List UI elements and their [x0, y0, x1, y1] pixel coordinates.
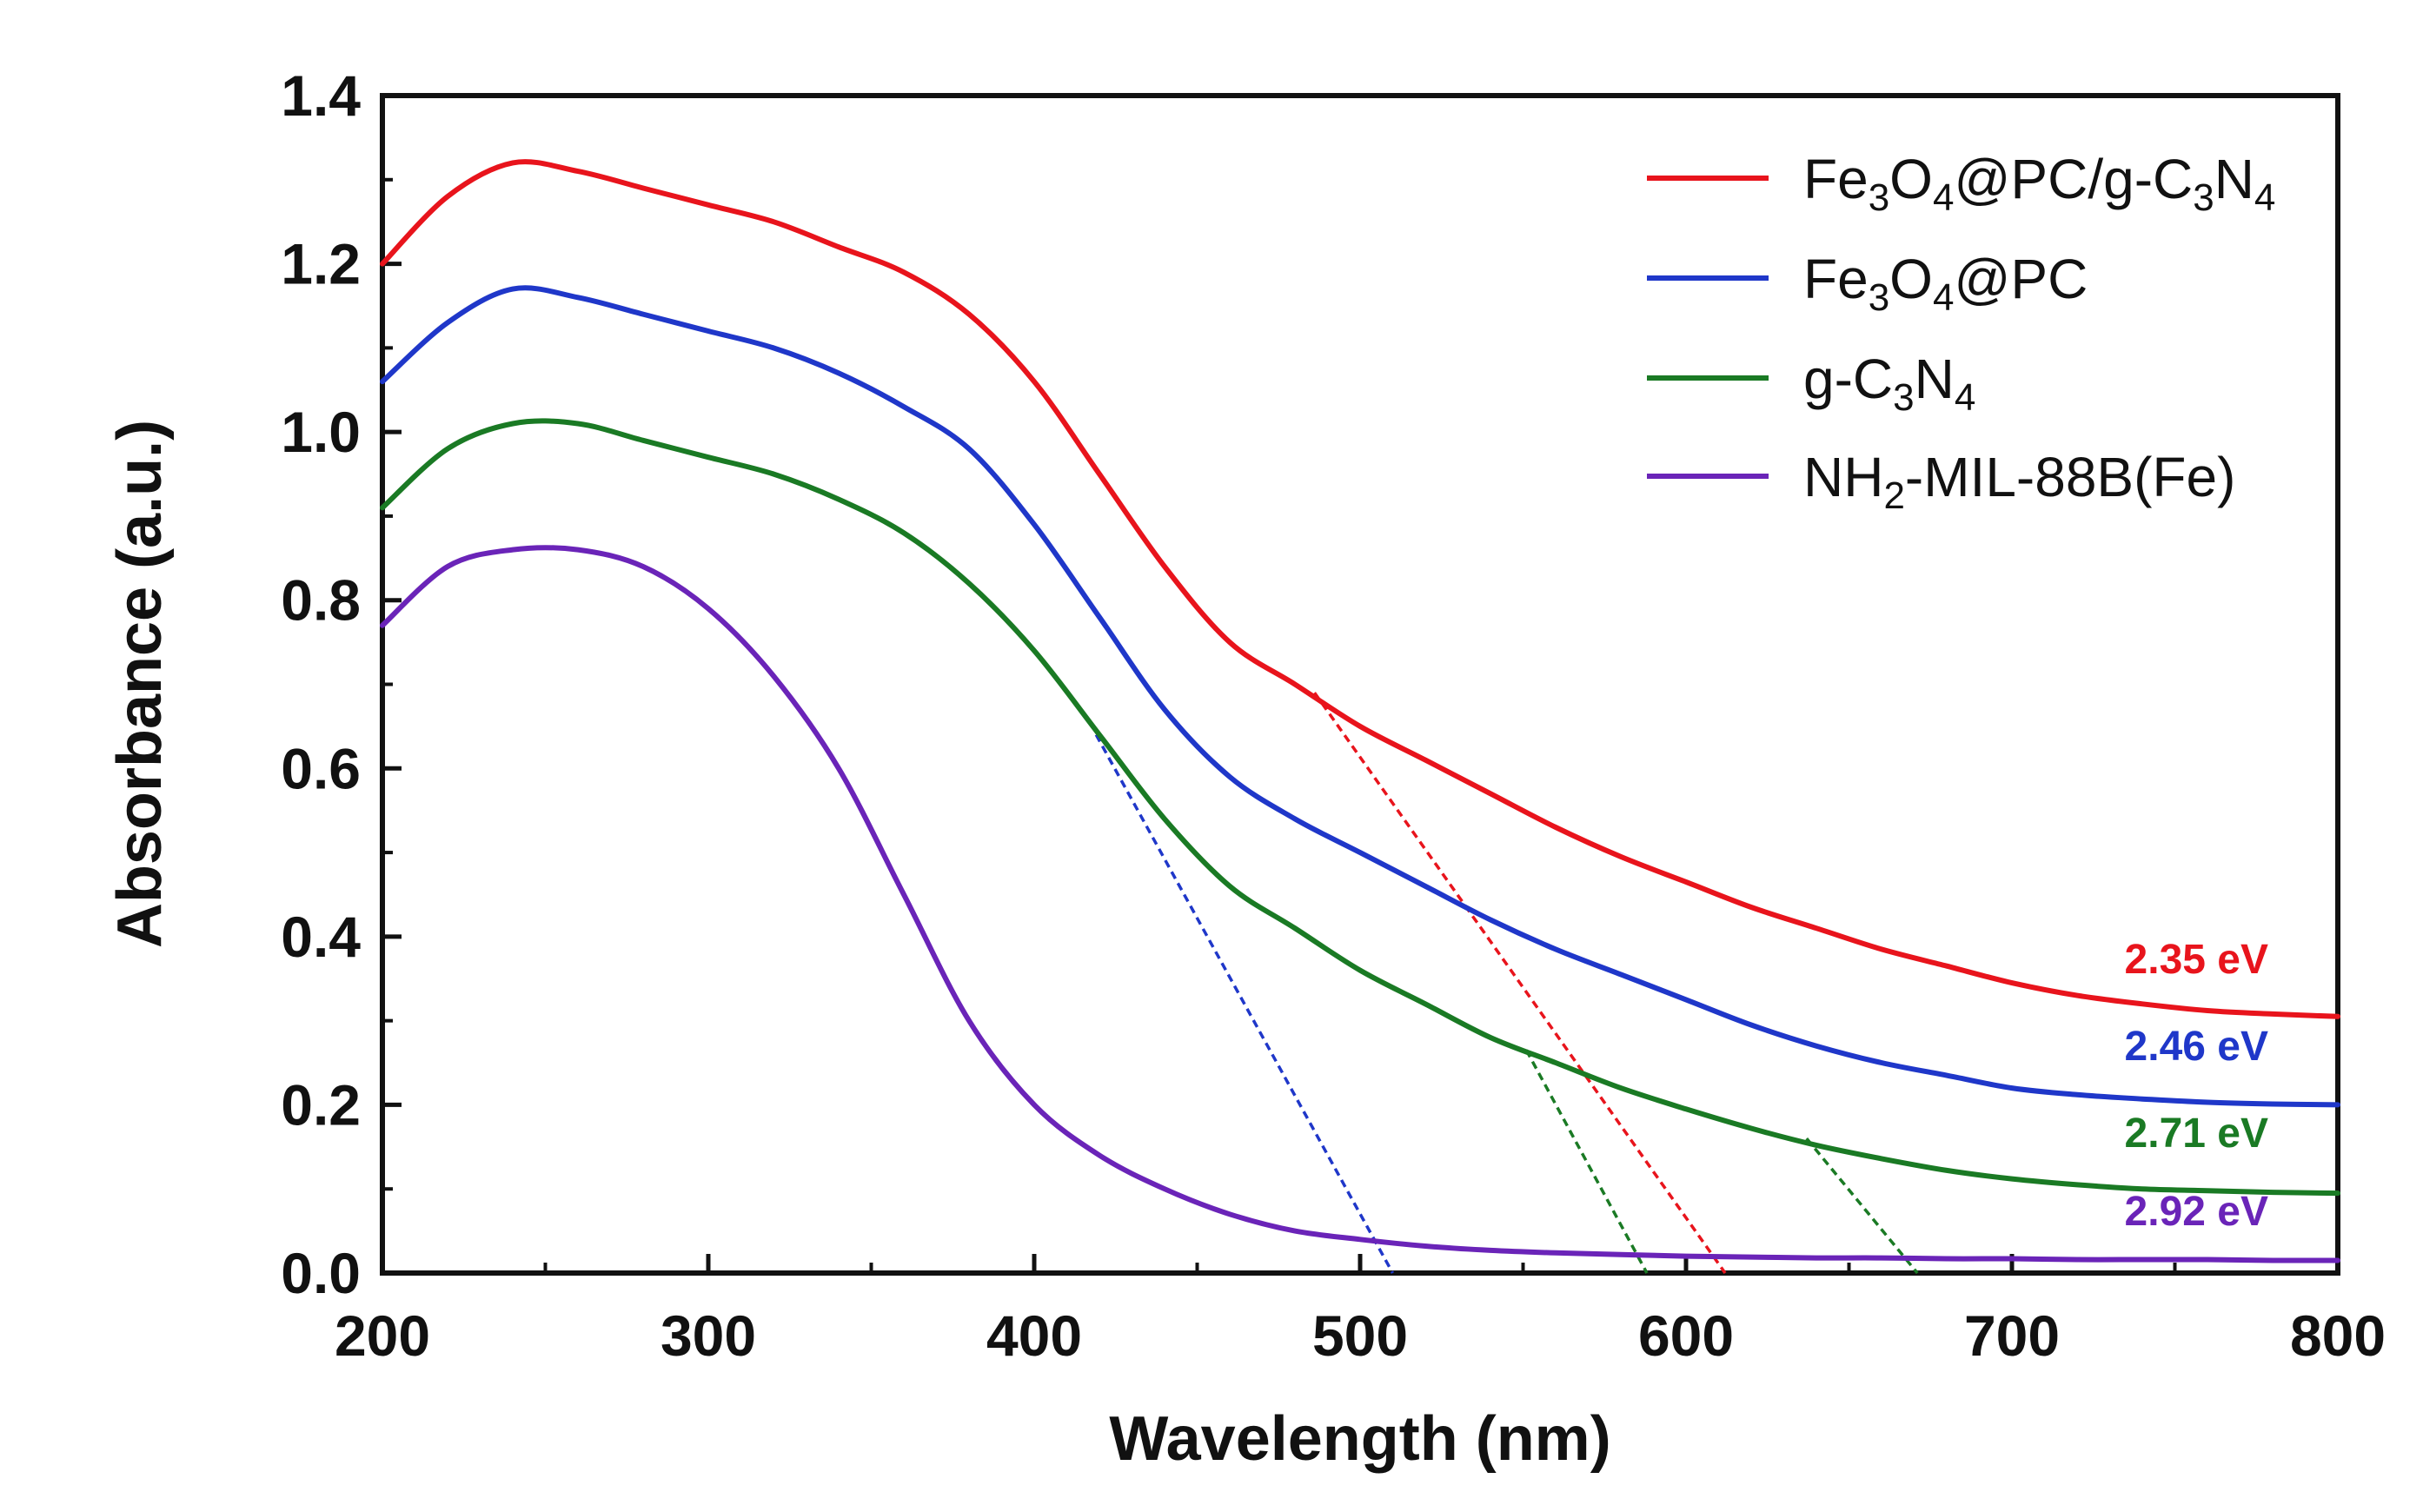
band-gap-label-3: 2.92 eV [2125, 1189, 2268, 1235]
tangent-line-3 [1805, 1137, 1919, 1275]
legend-label-2: g-C3N4 [1803, 348, 1975, 419]
x-tick-label-6: 800 [2290, 1303, 2386, 1368]
band-gap-labels: 2.35 eV 2.46 eV 2.71 eV 2.92 eV [2125, 937, 2268, 1235]
y-tick-label-5: 1.0 [281, 400, 361, 464]
band-gap-label-2: 2.71 eV [2125, 1111, 2268, 1157]
tangent-line-1 [1094, 733, 1395, 1274]
x-tick-label-1: 300 [661, 1303, 756, 1368]
legend: Fe3O4@PC/g-C3N4 Fe3O4@PC g-C3N4 NH2-MIL-… [1647, 148, 2275, 517]
band-gap-label-1: 2.46 eV [2125, 1024, 2268, 1070]
y-tick-label-7: 1.4 [281, 63, 361, 128]
x-tick-label-2: 400 [986, 1303, 1082, 1368]
x-tick-label-5: 700 [1964, 1303, 2060, 1368]
y-tick-label-6: 1.2 [281, 232, 361, 296]
legend-label-1: Fe3O4@PC [1803, 248, 2088, 319]
tangent-line-2 [1524, 1049, 1649, 1274]
x-tick-label-3: 500 [1312, 1303, 1408, 1368]
y-tick-label-4: 0.8 [281, 568, 361, 633]
band-gap-label-0: 2.35 eV [2125, 937, 2268, 983]
y-tick-label-1: 0.2 [281, 1072, 361, 1137]
y-tick-label-0: 0.0 [281, 1241, 361, 1305]
y-tick-label-2: 0.4 [281, 905, 361, 969]
series-line-1 [380, 285, 2340, 1108]
x-axis-title: Wavelength (nm) [1109, 1404, 1610, 1474]
y-axis-title: Absorbance (a.u.) [105, 420, 175, 948]
legend-label-3: NH2-MIL-88B(Fe) [1803, 446, 2235, 517]
series-line-2 [380, 418, 2340, 1197]
tangent-lines [1094, 692, 1919, 1275]
series-line-0 [380, 159, 2340, 1019]
axis-ticks: 200 300 400 500 600 700 800 0.0 0.2 0.4 0.6 0.8 1.0 1… [281, 63, 2386, 1368]
x-tick-label-4: 600 [1638, 1303, 1734, 1368]
x-tick-label-0: 200 [335, 1303, 430, 1368]
y-tick-label-3: 0.6 [281, 736, 361, 800]
tangent-line-0 [1313, 692, 1727, 1275]
legend-label-0: Fe3O4@PC/g-C3N4 [1803, 148, 2275, 219]
series-lines [380, 159, 2340, 1263]
series-line-3 [380, 545, 2340, 1263]
